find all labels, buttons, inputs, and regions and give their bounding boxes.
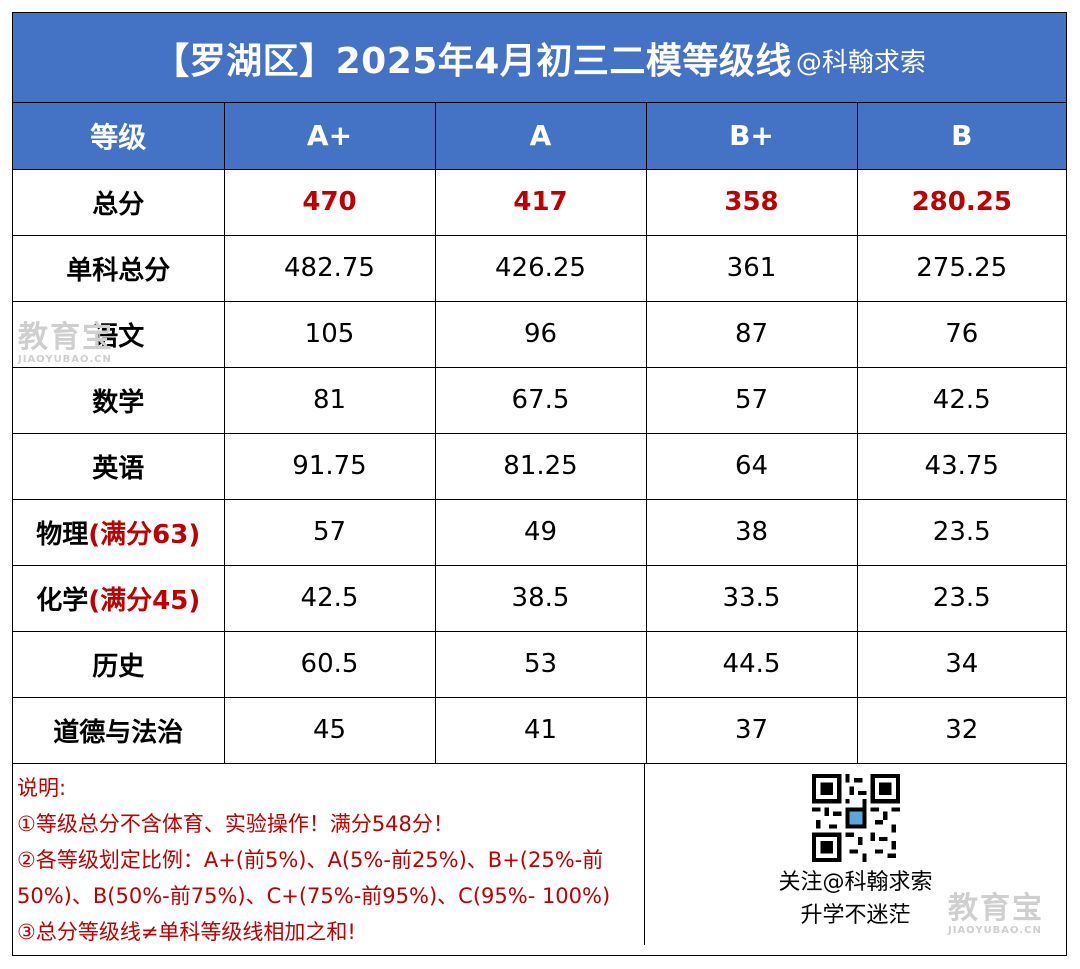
qr-caption-line: 关注@科翰求索 — [778, 869, 933, 895]
qr-code-icon — [811, 773, 900, 862]
table-row: 单科总分 482.75 426.25 361 275.25 — [13, 234, 1066, 302]
notes-panel: 说明: ①等级总分不含体育、实验操作！满分548分！ ②各等级划定比例：A+(前… — [13, 763, 645, 945]
subject-label: 历史 — [92, 651, 145, 682]
title-handle: @科翰求索 — [795, 48, 926, 78]
score-cell: 42.5 — [223, 564, 436, 632]
score-cell: 81.25 — [434, 432, 647, 500]
table-row: 总分 470 417 358 280.25 — [13, 168, 1066, 236]
table-row: 物理(满分63) 57 49 38 23.5 — [13, 498, 1066, 566]
subject-cell: 历史 — [13, 630, 225, 698]
score-cell: 42.5 — [856, 366, 1066, 434]
score-cell: 76 — [856, 300, 1066, 368]
score-cell: 105 — [223, 300, 436, 368]
score-cell: 64 — [645, 432, 858, 500]
score-cell: 358 — [645, 168, 858, 236]
table-row: 道德与法治 45 41 37 32 — [13, 696, 1066, 764]
score-cell: 43.75 — [856, 432, 1066, 500]
table-row: 历史 60.5 53 44.5 34 — [13, 630, 1066, 698]
subject-full-score-note: (满分63) — [88, 519, 201, 550]
subject-label: 总分 — [92, 189, 145, 220]
header-a-plus: A+ — [223, 103, 436, 170]
subject-cell: 总分 — [13, 168, 225, 236]
score-cell: 275.25 — [856, 234, 1066, 302]
subject-label: 物理 — [36, 519, 89, 550]
header-a: A — [434, 103, 647, 170]
qr-panel: 关注@科翰求索 升学不迷茫 — [645, 764, 1066, 945]
grade-table: 等级 A+ A B+ B 总分 470 417 358 280.25 单科总分 482.75… — [13, 103, 1066, 764]
subject-label: 道德与法治 — [53, 717, 184, 748]
score-cell: 280.25 — [856, 168, 1066, 236]
subject-cell: 道德与法治 — [13, 696, 225, 764]
note-line: 50%)、B(50%-前75%)、C+(75%-前95%)、C(95%- 100… — [17, 883, 611, 908]
score-cell: 482.75 — [223, 234, 436, 302]
subject-cell: 单科总分 — [13, 234, 225, 302]
subject-cell: 物理(满分63) — [13, 498, 225, 566]
score-cell: 57 — [645, 366, 858, 434]
note-line: ①等级总分不含体育、实验操作！满分548分！ — [17, 811, 454, 836]
score-cell: 38 — [645, 498, 858, 566]
score-cell: 81 — [223, 366, 436, 434]
score-cell: 470 — [223, 168, 436, 236]
table-row: 英语 91.75 81.25 64 43.75 — [13, 432, 1066, 500]
score-cell: 67.5 — [434, 366, 647, 434]
subject-cell: 语文 — [13, 300, 225, 368]
score-cell: 33.5 — [645, 564, 858, 632]
score-cell: 32 — [856, 696, 1066, 764]
score-cell: 361 — [645, 234, 858, 302]
score-cell: 23.5 — [856, 564, 1066, 632]
qr-caption-line: 升学不迷茫 — [800, 902, 911, 928]
score-cell: 53 — [434, 630, 647, 698]
score-cell: 96 — [434, 300, 647, 368]
grade-table-sheet: 【罗湖区】2025年4月初三二模等级线 @科翰求索 等级 A+ A B+ B 总… — [12, 12, 1067, 956]
score-cell: 49 — [434, 498, 647, 566]
subject-full-score-note: (满分45) — [88, 585, 201, 616]
note-line: ②各等级划定比例：A+(前5%)、A(5%-前25%)、B+(25%-前 — [17, 847, 604, 872]
page-title: 【罗湖区】2025年4月初三二模等级线 — [153, 40, 792, 82]
subject-cell: 数学 — [13, 366, 225, 434]
subject-label: 化学 — [36, 585, 89, 616]
score-cell: 37 — [645, 696, 858, 764]
score-cell: 60.5 — [223, 630, 436, 698]
subject-label: 数学 — [92, 387, 145, 418]
score-cell: 41 — [434, 696, 647, 764]
note-line: 说明: — [17, 775, 67, 800]
score-cell: 23.5 — [856, 498, 1066, 566]
qr-caption: 关注@科翰求索 升学不迷茫 — [778, 866, 932, 932]
header-row: 等级 A+ A B+ B — [13, 103, 1066, 170]
note-line: ③总分等级线≠单科等级线相加之和! — [17, 919, 356, 944]
subject-label: 英语 — [92, 453, 145, 484]
score-cell: 91.75 — [223, 432, 436, 500]
table-row: 语文 105 96 87 76 — [13, 300, 1066, 368]
subject-label: 语文 — [92, 321, 145, 352]
table-row: 化学(满分45) 42.5 38.5 33.5 23.5 — [13, 564, 1066, 632]
footer-section: 说明: ①等级总分不含体育、实验操作！满分548分！ ②各等级划定比例：A+(前… — [13, 763, 1066, 945]
score-cell: 44.5 — [645, 630, 858, 698]
title-bar: 【罗湖区】2025年4月初三二模等级线 @科翰求索 — [13, 13, 1066, 103]
score-cell: 426.25 — [434, 234, 647, 302]
header-b: B — [856, 103, 1066, 170]
subject-cell: 英语 — [13, 432, 225, 500]
score-cell: 87 — [645, 300, 858, 368]
score-cell: 45 — [223, 696, 436, 764]
header-grade: 等级 — [13, 103, 225, 170]
subject-cell: 化学(满分45) — [13, 564, 225, 632]
score-cell: 34 — [856, 630, 1066, 698]
score-cell: 417 — [434, 168, 647, 236]
subject-label: 单科总分 — [66, 255, 171, 286]
table-row: 数学 81 67.5 57 42.5 — [13, 366, 1066, 434]
score-cell: 38.5 — [434, 564, 647, 632]
header-b-plus: B+ — [645, 103, 858, 170]
score-cell: 57 — [223, 498, 436, 566]
